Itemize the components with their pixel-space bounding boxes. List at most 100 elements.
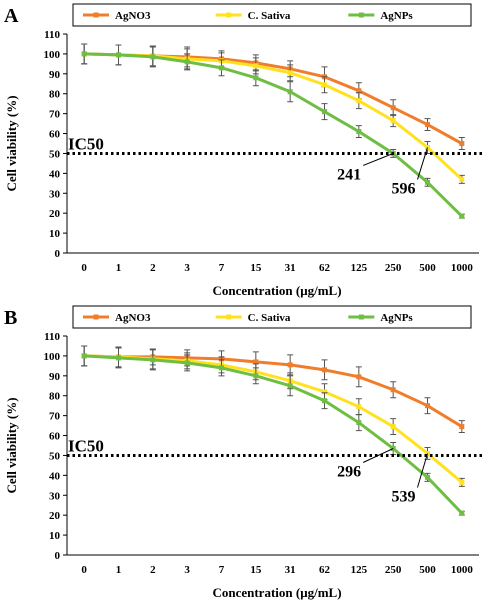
series-agno3	[81, 43, 465, 150]
y-tick-label: 70	[49, 411, 61, 423]
annotation-leader	[417, 453, 428, 488]
panel-letter: B	[4, 307, 17, 329]
x-axis-title: Concentration (μg/mL)	[212, 585, 341, 600]
x-tick-label: 62	[319, 262, 331, 274]
y-tick-label: 110	[44, 331, 60, 343]
y-tick-label: 110	[44, 29, 60, 41]
x-tick-label: 15	[250, 262, 262, 274]
y-tick-label: 60	[49, 431, 61, 443]
data-point	[459, 176, 465, 182]
x-tick-label: 3	[184, 262, 190, 274]
x-tick-label: 31	[285, 564, 296, 576]
data-point	[253, 75, 259, 81]
legend	[72, 305, 472, 329]
data-point	[390, 118, 396, 124]
legend-marker	[226, 12, 232, 18]
panel-a: A 0 10 20 30 40 50 60 70 80 90 100 110 0 1 2 3 7 15 31 62 125…	[4, 3, 483, 298]
y-tick-label: 0	[55, 248, 61, 260]
y-tick-label: 30	[49, 490, 61, 502]
y-axis-title: Cell viability (%)	[4, 95, 19, 191]
data-point	[287, 362, 293, 368]
legend-label: AgNO3	[115, 10, 151, 22]
series-line	[84, 354, 463, 484]
data-point	[459, 424, 465, 430]
x-tick-label: 125	[351, 564, 368, 576]
data-point	[184, 360, 190, 366]
x-tick-label: 62	[319, 564, 331, 576]
data-point	[425, 403, 430, 409]
legend-label: AgNO3	[115, 312, 151, 324]
legend-marker	[358, 314, 364, 320]
data-point	[425, 122, 430, 128]
data-point	[322, 398, 327, 404]
data-point	[322, 389, 327, 395]
data-point	[219, 365, 224, 371]
legend-label: AgNPs	[380, 312, 413, 324]
y-tick-label: 0	[55, 550, 61, 562]
series-line	[84, 354, 463, 428]
data-point	[81, 51, 87, 57]
data-point	[116, 52, 121, 58]
data-point	[150, 357, 156, 363]
series-line	[84, 354, 463, 515]
data-point	[459, 479, 465, 485]
ic50-label: IC50	[68, 436, 104, 455]
data-point	[287, 89, 293, 95]
data-point	[459, 141, 465, 146]
panel-letter: A	[4, 5, 19, 27]
y-tick-label: 40	[49, 168, 61, 180]
x-tick-label: 0	[81, 564, 87, 576]
data-point	[253, 359, 259, 365]
annotation-label: 596	[392, 180, 416, 197]
series-agnps	[81, 43, 465, 219]
data-point	[356, 88, 362, 94]
x-axis-title: Concentration (μg/mL)	[212, 283, 341, 298]
annotation-label: 539	[392, 488, 416, 505]
data-point	[322, 82, 327, 88]
y-tick-label: 60	[49, 129, 61, 141]
data-point	[184, 59, 190, 65]
data-point	[253, 373, 259, 379]
annotation-leader	[417, 147, 428, 180]
y-axis-title: Cell viability (%)	[4, 397, 19, 493]
data-point	[459, 510, 465, 516]
legend-marker	[226, 314, 232, 320]
y-tick-label: 10	[49, 530, 61, 542]
y-tick-label: 100	[44, 49, 61, 61]
legend-label: AgNPs	[380, 10, 413, 22]
data-point	[356, 420, 362, 426]
data-point	[287, 383, 293, 389]
data-point	[322, 109, 327, 115]
x-tick-label: 2	[150, 564, 156, 576]
y-tick-label: 90	[49, 69, 61, 81]
data-point	[425, 474, 430, 480]
data-point	[253, 63, 259, 69]
x-tick-label: 500	[419, 262, 436, 274]
data-point	[390, 387, 396, 393]
x-tick-label: 15	[250, 564, 262, 576]
x-tick-label: 1000	[451, 262, 474, 274]
x-tick-label: 7	[219, 564, 225, 576]
x-tick-label: 1	[116, 564, 122, 576]
y-tick-label: 20	[49, 208, 61, 220]
y-tick-label: 100	[44, 351, 61, 363]
data-point	[219, 65, 224, 71]
x-tick-label: 1	[116, 262, 122, 274]
ic50-label: IC50	[68, 134, 104, 153]
series-line	[84, 52, 463, 218]
x-tick-label: 125	[351, 262, 368, 274]
data-point	[81, 353, 87, 359]
x-tick-label: 3	[184, 564, 190, 576]
x-tick-label: 0	[81, 262, 87, 274]
legend-marker	[93, 12, 99, 18]
x-tick-label: 7	[219, 262, 225, 274]
data-point	[390, 105, 396, 111]
legend-label: C. Sativa	[248, 312, 291, 324]
y-tick-label: 30	[49, 188, 61, 200]
data-point	[356, 129, 362, 135]
data-point	[356, 374, 362, 380]
data-point	[356, 98, 362, 104]
x-tick-label: 2	[150, 262, 156, 274]
x-tick-label: 250	[385, 564, 402, 576]
